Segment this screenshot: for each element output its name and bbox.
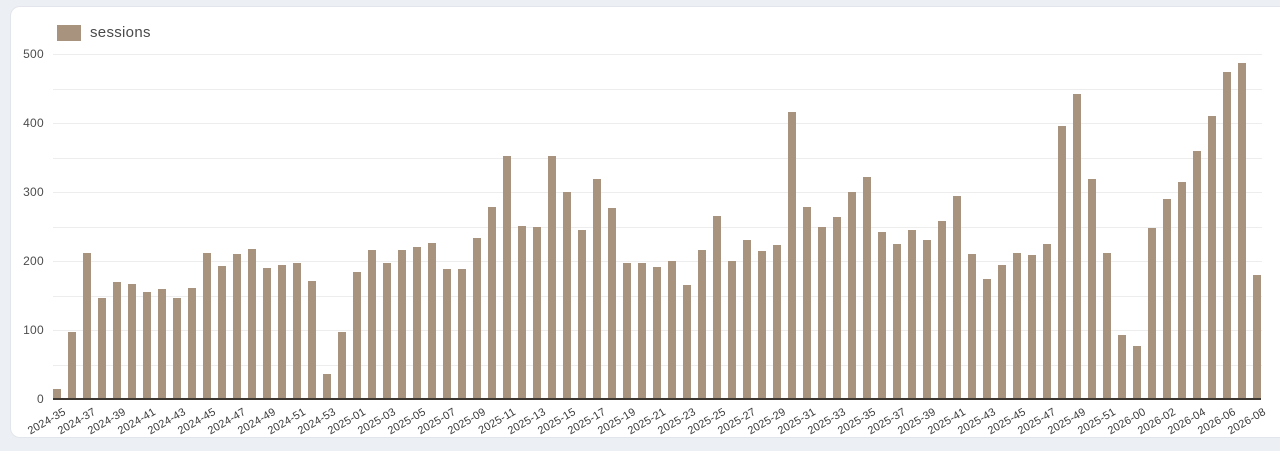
bar[interactable] (458, 269, 466, 399)
bar[interactable] (188, 288, 196, 399)
bar[interactable] (1193, 150, 1201, 399)
gridline (53, 88, 1262, 90)
bar[interactable] (53, 389, 61, 399)
bar[interactable] (248, 248, 256, 399)
y-tick-label: 500 (23, 47, 44, 62)
bar[interactable] (548, 155, 556, 399)
x-axis-line (53, 398, 1261, 400)
bar[interactable] (218, 266, 226, 399)
bar[interactable] (623, 263, 631, 399)
bar[interactable] (143, 291, 151, 399)
bar[interactable] (668, 261, 676, 399)
bar[interactable] (413, 247, 421, 399)
bar[interactable] (428, 243, 436, 399)
bar[interactable] (878, 231, 886, 399)
gridline (53, 54, 1262, 56)
bar[interactable] (83, 252, 91, 399)
bar[interactable] (788, 112, 796, 399)
bar[interactable] (893, 243, 901, 399)
bar[interactable] (698, 250, 706, 399)
y-tick-label: 0 (37, 392, 44, 406)
bar[interactable] (1163, 199, 1171, 399)
bar[interactable] (1043, 243, 1051, 399)
bar[interactable] (398, 250, 406, 399)
bar[interactable] (233, 254, 241, 399)
bar[interactable] (758, 250, 766, 399)
bar[interactable] (833, 217, 841, 399)
bar[interactable] (68, 331, 76, 399)
bar[interactable] (1013, 252, 1021, 399)
bar[interactable] (443, 268, 451, 399)
bar[interactable] (368, 250, 376, 399)
bar[interactable] (128, 283, 136, 399)
bar[interactable] (488, 206, 496, 399)
bar[interactable] (1073, 94, 1081, 399)
bar[interactable] (98, 298, 106, 399)
bar[interactable] (713, 215, 721, 399)
y-tick-label: 100 (23, 323, 44, 338)
bar[interactable] (563, 192, 571, 399)
bar[interactable] (998, 264, 1006, 399)
y-tick-label: 200 (23, 254, 44, 269)
gridline (53, 261, 1262, 263)
bar[interactable] (1118, 334, 1126, 399)
bar[interactable] (1178, 181, 1186, 399)
bar[interactable] (1028, 255, 1036, 399)
bar[interactable] (953, 196, 961, 399)
bar[interactable] (203, 252, 211, 399)
bar[interactable] (848, 192, 856, 399)
bar[interactable] (1208, 115, 1216, 399)
legend-swatch-icon (57, 24, 81, 41)
bar[interactable] (1148, 228, 1156, 399)
bar[interactable] (728, 261, 736, 399)
bar[interactable] (113, 281, 121, 399)
bar[interactable] (593, 179, 601, 399)
y-tick-label: 400 (23, 116, 44, 131)
bar[interactable] (338, 331, 346, 399)
bar[interactable] (638, 262, 646, 399)
legend-label: sessions (90, 24, 151, 41)
bar[interactable] (863, 177, 871, 399)
bar[interactable] (173, 298, 181, 399)
bar[interactable] (818, 227, 826, 399)
bar[interactable] (1223, 72, 1231, 399)
bar[interactable] (908, 229, 916, 399)
bar[interactable] (308, 280, 316, 399)
bar[interactable] (938, 221, 946, 399)
bar[interactable] (653, 267, 661, 399)
bar[interactable] (353, 272, 361, 399)
bar[interactable] (533, 227, 541, 399)
bar[interactable] (578, 230, 586, 399)
legend-item-sessions[interactable]: sessions (57, 24, 151, 41)
bar[interactable] (158, 289, 166, 399)
bar[interactable] (278, 265, 286, 399)
bar[interactable] (263, 268, 271, 399)
bar[interactable] (323, 374, 331, 399)
bar[interactable] (983, 279, 991, 399)
bar[interactable] (1058, 126, 1066, 399)
bar[interactable] (968, 254, 976, 399)
bar[interactable] (1253, 274, 1261, 399)
bar[interactable] (1133, 345, 1141, 399)
gridline (53, 157, 1262, 159)
bar[interactable] (803, 207, 811, 399)
bar[interactable] (1088, 178, 1096, 399)
bar[interactable] (608, 208, 616, 399)
bar[interactable] (293, 263, 301, 399)
y-tick-label: 300 (23, 185, 44, 200)
bar[interactable] (473, 237, 481, 399)
bar[interactable] (773, 244, 781, 399)
bar[interactable] (1238, 62, 1246, 399)
bar[interactable] (743, 239, 751, 399)
bar[interactable] (1103, 252, 1111, 399)
bar[interactable] (503, 155, 511, 399)
bar[interactable] (923, 239, 931, 399)
gridline (53, 192, 1262, 194)
gridline (53, 123, 1262, 125)
bar[interactable] (383, 262, 391, 399)
bar[interactable] (683, 285, 691, 399)
bar[interactable] (518, 226, 526, 399)
gridline (53, 226, 1262, 228)
